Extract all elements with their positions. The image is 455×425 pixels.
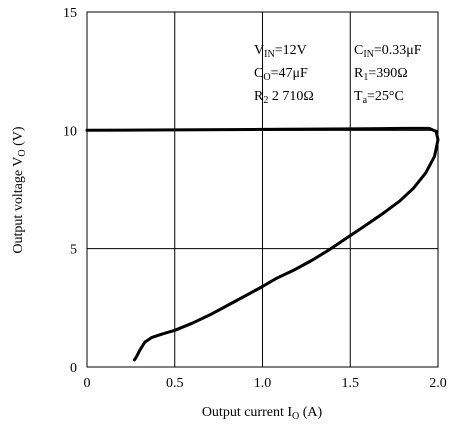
annotation-vin: VIN=12V <box>254 43 307 60</box>
y-tick-label: 15 <box>63 6 77 21</box>
annotation-r1: R1=390Ω <box>354 66 408 83</box>
annotation-co: CO=47μF <box>254 66 308 83</box>
x-tick-label: 0 <box>84 376 91 391</box>
y-tick-label: 5 <box>70 243 77 258</box>
annotation-cin: CIN=0.33μF <box>354 43 422 60</box>
y-tick-label: 10 <box>63 124 77 139</box>
tick-labels: 0 0.5 1.0 1.5 2.0 0 5 10 15 <box>63 6 447 391</box>
y-tick-label: 0 <box>70 361 77 376</box>
series-line <box>85 126 440 362</box>
x-tick-label: 1.5 <box>342 376 360 391</box>
annotation-ta: Ta=25°C <box>354 89 404 106</box>
annotation-r2: R2 2 710Ω <box>254 89 314 106</box>
x-axis-label: Output current IO (A) <box>202 405 323 422</box>
y-axis-label: Output voltage VO (V) <box>11 126 28 253</box>
plot-frame <box>86 11 439 368</box>
x-tick-label: 1.0 <box>254 376 272 391</box>
x-tick-label: 0.5 <box>166 376 184 391</box>
series-layer <box>85 126 440 362</box>
x-tick-label: 2.0 <box>429 376 447 391</box>
parameter-annotations: VIN=12V CIN=0.33μF CO=47μF R1=390Ω R2 2 … <box>254 43 422 106</box>
